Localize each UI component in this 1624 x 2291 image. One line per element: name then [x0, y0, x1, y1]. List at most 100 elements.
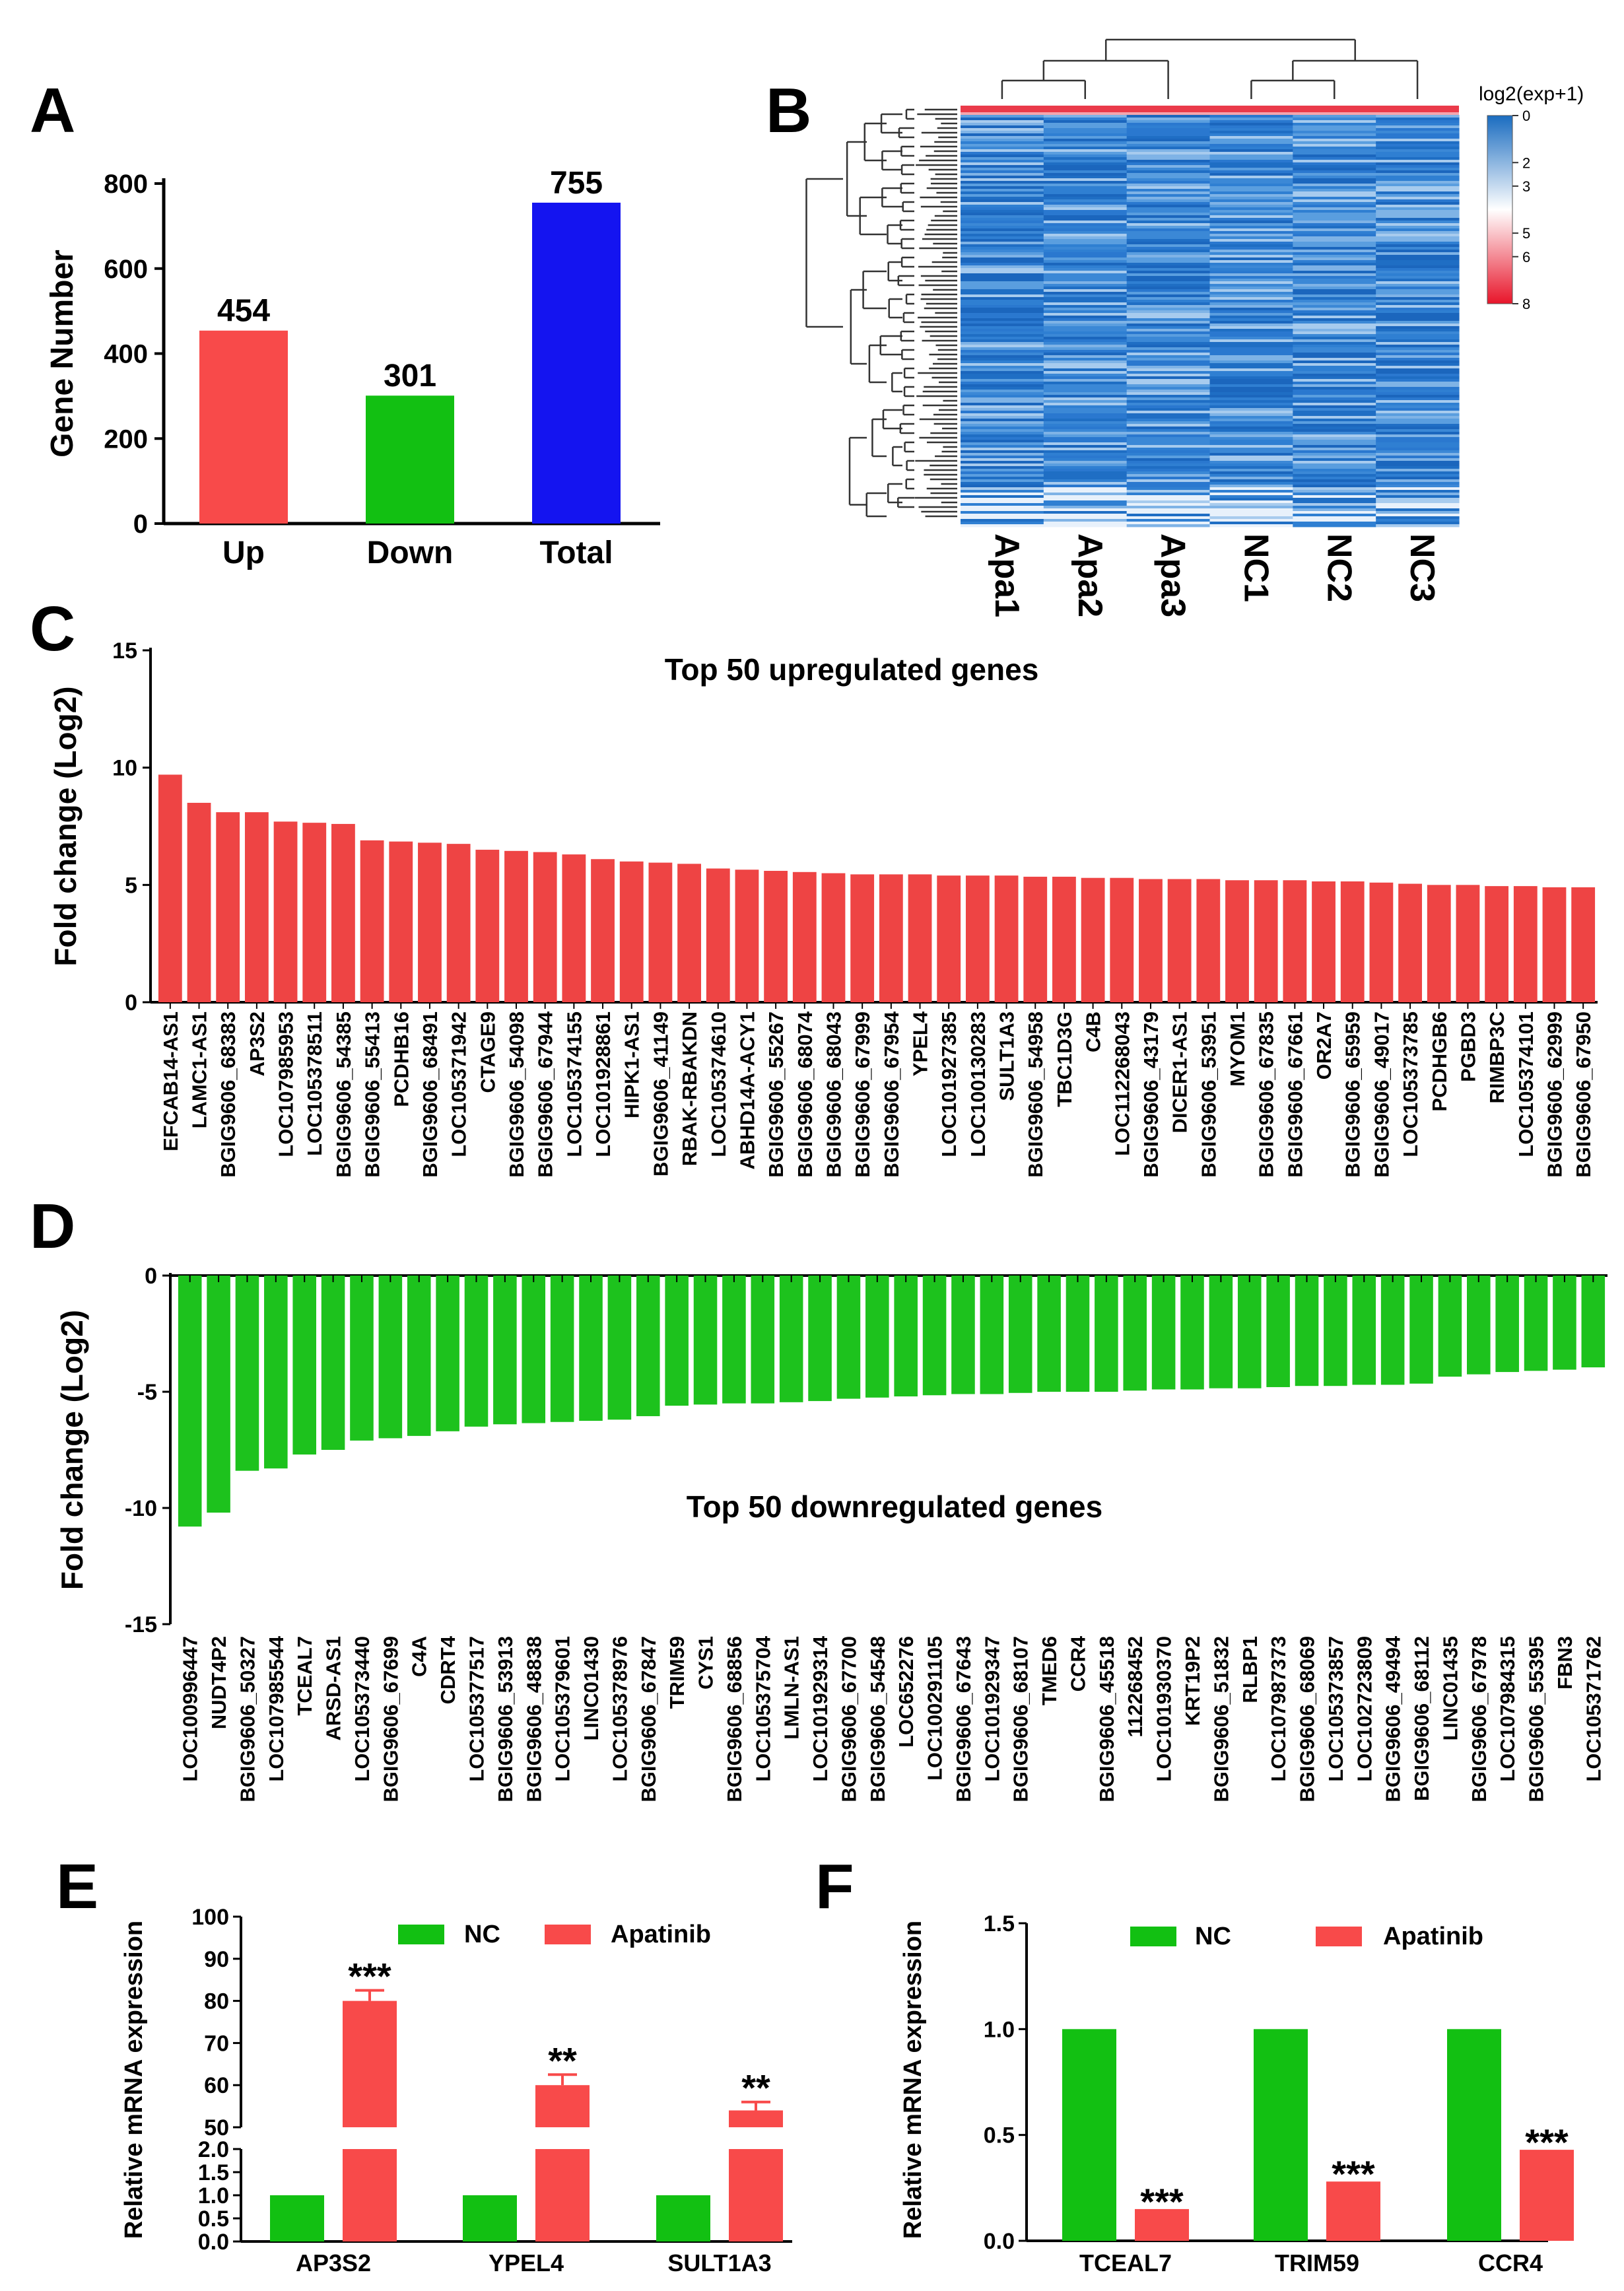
column-label: Apa3	[1154, 533, 1192, 617]
heatmap-cell	[1043, 477, 1128, 480]
heatmap-cell	[961, 461, 1044, 464]
heatmap-cell	[1209, 302, 1293, 306]
heatmap-cell	[1376, 260, 1460, 263]
heatmap-cell	[1293, 133, 1376, 137]
heatmap-cell	[1126, 247, 1211, 250]
heatmap-cell	[1376, 305, 1460, 308]
heatmap-cell	[1043, 508, 1128, 512]
heatmap-cell	[1043, 440, 1128, 443]
heatmap-cell	[1209, 524, 1293, 528]
x-tick-label: BGIG9606_54958	[1024, 1011, 1047, 1178]
heatmap-cell	[1126, 173, 1211, 176]
bar	[389, 841, 413, 1002]
heatmap-cell	[1293, 218, 1376, 221]
heatmap-cell	[1293, 503, 1376, 506]
x-tick-label: PCDHGB6	[1428, 1011, 1451, 1112]
heatmap-cell	[1126, 265, 1211, 269]
heatmap-cell	[1043, 205, 1128, 208]
bar	[579, 1276, 603, 1421]
heatmap-cell	[1209, 165, 1293, 168]
heatmap-cell	[1209, 326, 1293, 329]
heatmap-cell	[961, 257, 1044, 261]
bar	[1237, 1276, 1262, 1388]
heatmap-cell	[1293, 300, 1376, 303]
heatmap-cell	[1376, 210, 1460, 213]
heatmap-cell	[1126, 411, 1211, 414]
heatmap-cell	[1126, 395, 1211, 398]
legend-label: NC	[1195, 1923, 1231, 1950]
heatmap-cell	[1209, 263, 1293, 266]
x-tick-label: BGIG9606_67643	[952, 1636, 975, 1802]
heatmap-cell	[1293, 339, 1376, 343]
significance-label: ***	[348, 1956, 391, 1997]
heatmap-cell	[1376, 289, 1460, 292]
x-tick-label: BGIG9606_45518	[1095, 1636, 1118, 1802]
y-tick-label: 600	[104, 255, 148, 284]
heatmap-cell	[1043, 118, 1128, 121]
heatmap-cell	[1126, 308, 1211, 311]
heatmap-cell	[961, 260, 1044, 263]
heatmap-cell	[1293, 395, 1376, 398]
heatmap-cell	[1043, 160, 1128, 163]
heatmap-cell	[1293, 466, 1376, 469]
heatmap-cell	[1209, 215, 1293, 219]
heatmap-cell	[1043, 479, 1128, 483]
heatmap-cell	[961, 339, 1044, 343]
heatmap-cell	[961, 342, 1044, 345]
heatmap-cell	[1376, 339, 1460, 343]
x-tick-label: BGIG9606_51832	[1209, 1636, 1233, 1802]
bar	[464, 1276, 489, 1427]
heatmap-cell	[1043, 194, 1128, 197]
panel-letter: E	[56, 1851, 98, 1922]
heatmap-cell	[1209, 419, 1293, 422]
heatmap-cell	[961, 173, 1044, 176]
x-tick-label: BGIG9606_68074	[794, 1011, 817, 1177]
heatmap-cell	[961, 242, 1044, 245]
heatmap-cell	[1209, 482, 1293, 485]
heatmap-cell	[1126, 131, 1211, 134]
heatmap-cell	[1293, 482, 1376, 485]
heatmap-cell	[1376, 257, 1460, 261]
x-tick-label: PCDHB16	[389, 1011, 413, 1107]
heatmap-cell	[1043, 390, 1128, 393]
y-tick-label: 5	[125, 873, 137, 898]
heatmap-cell	[1209, 506, 1293, 509]
heatmap-cell	[1293, 186, 1376, 189]
heatmap-cell	[1043, 260, 1128, 263]
heatmap-cell	[1293, 477, 1376, 480]
bar	[1324, 1276, 1347, 1386]
heatmap-cell	[1376, 456, 1460, 459]
heatmap-cell	[1043, 334, 1128, 337]
heatmap-cell	[1293, 400, 1376, 403]
heatmap-cell	[1293, 231, 1376, 234]
heatmap-cell	[1126, 297, 1211, 300]
heatmap-cell	[1126, 413, 1211, 417]
heatmap-cell	[1376, 379, 1460, 382]
bar	[475, 850, 500, 1002]
chart-title: Top 50 downregulated genes	[687, 1489, 1102, 1524]
heatmap-cell	[1376, 250, 1460, 253]
y-axis-label: Relative mRNA expression	[899, 1921, 927, 2239]
bar	[951, 1276, 975, 1394]
heatmap-cell	[1293, 268, 1376, 271]
heatmap-cell	[1293, 157, 1376, 160]
heatmap-cell	[1376, 368, 1460, 372]
colorbar-title: log2(exp+1)	[1479, 83, 1584, 105]
heatmap-cell	[961, 326, 1044, 329]
x-tick-label: BGIG9606_49494	[1382, 1635, 1405, 1802]
bar	[836, 1276, 861, 1399]
bar	[1456, 885, 1480, 1002]
heatmap-cell	[1209, 324, 1293, 327]
heatmap-cell	[1293, 408, 1376, 411]
colorbar-tick-label: 6	[1522, 249, 1530, 265]
heatmap-cell	[1209, 147, 1293, 150]
heatmap-cell	[1126, 313, 1211, 316]
heatmap-cell	[961, 191, 1044, 195]
column-label: NC1	[1236, 533, 1275, 602]
heatmap-cell	[1376, 493, 1460, 496]
heatmap-cell	[961, 450, 1044, 454]
heatmap-cell	[961, 363, 1044, 366]
heatmap-cell	[961, 360, 1044, 364]
heatmap-cell	[1376, 437, 1460, 440]
heatmap-cell	[1293, 176, 1376, 179]
